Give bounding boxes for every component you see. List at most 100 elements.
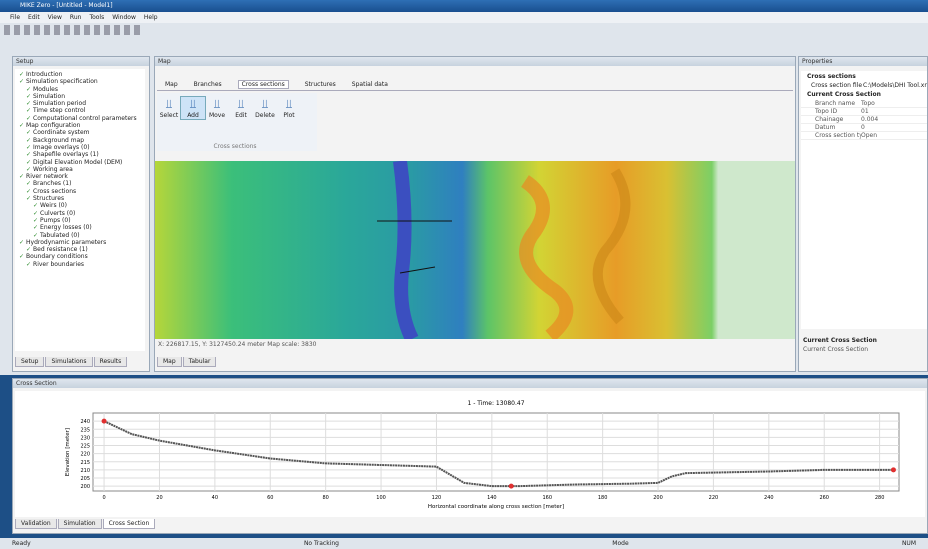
map-panel: Map Map Branches Cross sections Structures S… [154, 56, 796, 372]
elevation-raster [155, 161, 795, 339]
tree-item[interactable]: ✓Structures [15, 195, 145, 202]
ribbon-tab[interactable]: Cross sections [238, 80, 289, 89]
tree-item[interactable]: ✓Time step control [15, 107, 145, 114]
tab[interactable]: Cross Section [103, 519, 156, 529]
tree-label: Culverts (0) [40, 210, 75, 217]
tab[interactable]: Setup [15, 357, 44, 367]
marker [891, 467, 896, 472]
tree-item[interactable]: ✓Tabulated (0) [15, 232, 145, 239]
tree-label: Computational control parameters [33, 115, 137, 122]
tree-label: Hydrodynamic parameters [26, 239, 106, 246]
tree-item[interactable]: ✓Branches (1) [15, 180, 145, 187]
tab[interactable]: Tabular [183, 357, 217, 367]
tree-label: Boundary conditions [26, 253, 88, 260]
property-value[interactable]: C:\Models\DHI Tool.xns11 [863, 82, 927, 89]
property-value[interactable]: 01 [861, 108, 869, 115]
ribbon-button[interactable]: ⫫Edit [229, 97, 253, 119]
y-tick-label: 240 [80, 419, 90, 425]
plot-area [93, 413, 899, 491]
menu-item[interactable]: Help [144, 14, 158, 21]
ribbon-tab[interactable]: Spatial data [352, 81, 388, 88]
x-tick-label: 160 [542, 495, 552, 501]
y-tick-label: 210 [80, 468, 90, 474]
tree-label: Energy losses (0) [40, 224, 92, 231]
tree-item[interactable]: ✓Simulation [15, 93, 145, 100]
tree-item[interactable]: ✓Pumps (0) [15, 217, 145, 224]
tree-label: Branches (1) [33, 180, 71, 187]
menu-item[interactable]: Window [112, 14, 136, 21]
ribbon-button[interactable]: ⫫Plot [277, 97, 301, 119]
tab[interactable]: Validation [15, 519, 57, 529]
tree-item[interactable]: ✓Working area [15, 166, 145, 173]
tree-item[interactable]: ✓Boundary conditions [15, 253, 145, 260]
tree-item[interactable]: ✓Image overlays (0) [15, 144, 145, 151]
ribbon-tab[interactable]: Map [165, 81, 178, 88]
menu-item[interactable]: Edit [28, 14, 40, 21]
ribbon-button[interactable]: ⫫Add [181, 97, 205, 119]
ribbon-button[interactable]: ⫫Select [157, 97, 181, 119]
tab[interactable]: Simulation [58, 519, 102, 529]
check-icon: ✓ [26, 151, 31, 158]
tree-item[interactable]: ✓Shapefile overlays (1) [15, 151, 145, 158]
ribbon-button[interactable]: ⫫Delete [253, 97, 277, 119]
y-tick-label: 230 [80, 435, 90, 441]
check-icon: ✓ [26, 144, 31, 151]
tree-item[interactable]: ✓Map configuration [15, 122, 145, 129]
map-view [155, 161, 795, 339]
ribbon-button[interactable]: ⫫Move [205, 97, 229, 119]
tree-item[interactable]: ✓Introduction [15, 71, 145, 78]
tree-item[interactable]: ✓River network [15, 173, 145, 180]
tree-item[interactable]: ✓Coordinate system [15, 129, 145, 136]
property-value[interactable]: Topo [861, 100, 875, 107]
marker [102, 419, 107, 424]
panel-title: Setup [13, 57, 149, 66]
tree-item[interactable]: ✓Modules [15, 86, 145, 93]
y-tick-label: 200 [80, 484, 90, 490]
x-tick-label: 180 [598, 495, 608, 501]
panel-title: Properties [799, 57, 927, 66]
check-icon: ✓ [33, 202, 38, 209]
panel-title: Map [155, 57, 795, 66]
tree-item[interactable]: ✓Hydrodynamic parameters [15, 239, 145, 246]
toolbar[interactable] [4, 25, 144, 35]
property-name: Cross section file [811, 82, 863, 89]
property-value[interactable]: 0 [861, 124, 865, 131]
button-label: Plot [277, 112, 301, 119]
property-value[interactable]: 0.004 [861, 116, 878, 123]
button-label: Add [181, 112, 205, 119]
panel-title: Cross Section [13, 379, 927, 388]
property-row: Cross section typeOpen [801, 132, 927, 140]
menu-item[interactable]: File [10, 14, 20, 21]
tab[interactable]: Results [94, 357, 128, 367]
tree-item[interactable]: ✓Bed resistance (1) [15, 246, 145, 253]
tree-label: Cross sections [33, 188, 76, 195]
ribbon-tab[interactable]: Branches [194, 81, 222, 88]
menu-item[interactable]: View [48, 14, 62, 21]
property-value[interactable]: Open [861, 132, 877, 139]
property-row: Datum0 [801, 124, 927, 132]
tree-item[interactable]: ✓River boundaries [15, 261, 145, 268]
tab[interactable]: Map [157, 357, 182, 367]
tree-item[interactable]: ✓Digital Elevation Model (DEM) [15, 159, 145, 166]
menu-item[interactable]: Tools [89, 14, 104, 21]
ribbon-tab[interactable]: Structures [305, 81, 336, 88]
marker [509, 484, 514, 489]
x-tick-label: 220 [709, 495, 719, 501]
ribbon-group: Cross sections [205, 143, 265, 150]
tab[interactable]: Simulations [45, 357, 92, 367]
tree-item[interactable]: ✓Culverts (0) [15, 210, 145, 217]
tree-item[interactable]: ✓Cross sections [15, 188, 145, 195]
check-icon: ✓ [26, 246, 31, 253]
tree-item[interactable]: ✓Computational control parameters [15, 115, 145, 122]
status-text: Mode [612, 540, 628, 547]
tree-item[interactable]: ✓Simulation specification [15, 78, 145, 85]
tree-item[interactable]: ✓Energy losses (0) [15, 224, 145, 231]
menu-item[interactable]: Run [70, 14, 82, 21]
check-icon: ✓ [19, 78, 24, 85]
tree-item[interactable]: ✓Background map [15, 137, 145, 144]
property-section: Cross sections [801, 71, 927, 82]
tree-item[interactable]: ✓Weirs (0) [15, 202, 145, 209]
button-label: Delete [253, 112, 277, 119]
tree-item[interactable]: ✓Simulation period [15, 100, 145, 107]
check-icon: ✓ [26, 86, 31, 93]
